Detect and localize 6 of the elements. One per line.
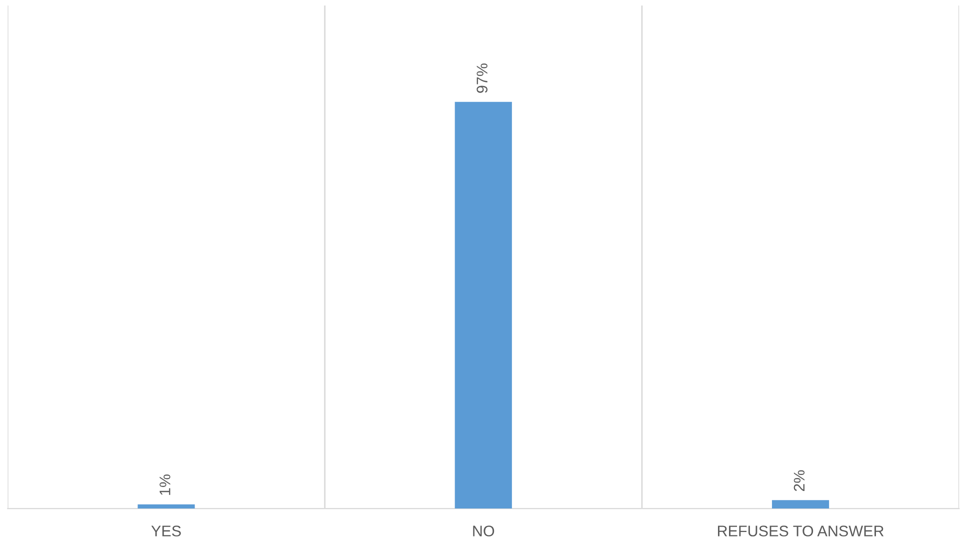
x-tick-label: YES — [151, 526, 181, 536]
x-tick-label: REFUSES TO ANSWER — [718, 526, 884, 536]
data-label: 97% — [476, 64, 488, 93]
x-tick-label: NO — [473, 526, 494, 536]
data-label: 2% — [794, 470, 805, 492]
data-label: 1% — [160, 474, 170, 495]
